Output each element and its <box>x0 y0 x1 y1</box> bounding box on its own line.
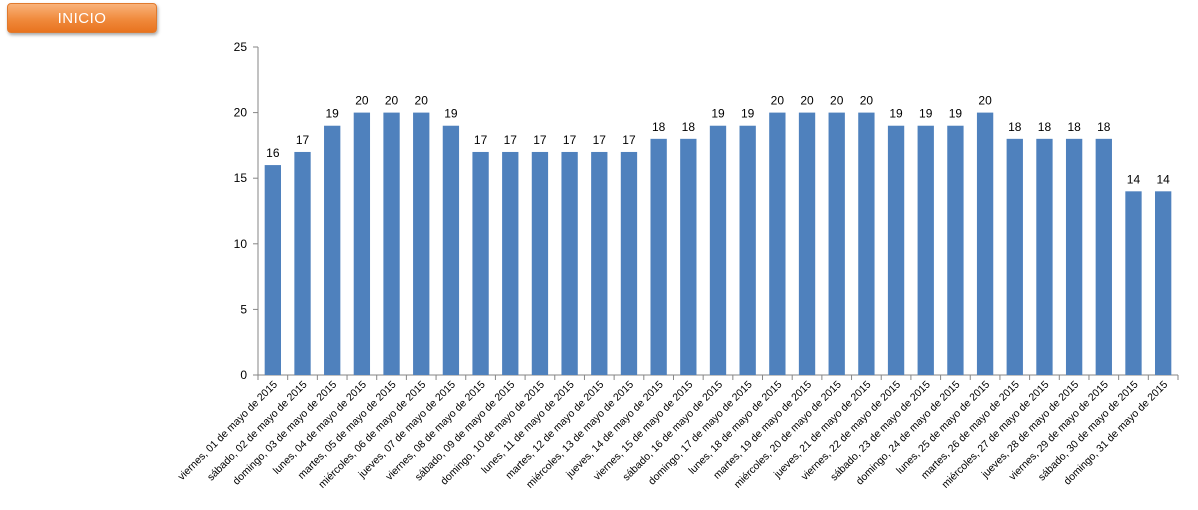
data-label: 19 <box>741 107 755 121</box>
data-label: 14 <box>1156 172 1170 186</box>
bar <box>324 125 341 375</box>
data-label: 19 <box>919 107 933 121</box>
data-label: 14 <box>1127 172 1141 186</box>
data-label: 20 <box>415 94 429 108</box>
y-tick-label: 15 <box>234 171 248 185</box>
y-tick-label: 5 <box>240 302 247 316</box>
bar <box>1036 138 1053 375</box>
bar <box>294 151 311 375</box>
data-label: 20 <box>771 94 785 108</box>
bar <box>591 151 608 375</box>
data-label: 17 <box>504 133 518 147</box>
bar <box>828 112 845 375</box>
bar <box>353 112 371 375</box>
data-label: 20 <box>385 94 399 108</box>
data-label: 17 <box>593 133 607 147</box>
data-label: 18 <box>1067 120 1081 134</box>
data-label: 19 <box>444 107 458 121</box>
data-label: 17 <box>563 133 577 147</box>
bar <box>917 125 934 375</box>
data-label: 20 <box>860 94 874 108</box>
bar <box>413 112 430 375</box>
bar <box>472 151 489 375</box>
bar <box>680 138 697 375</box>
bar <box>947 125 964 375</box>
data-label: 18 <box>1008 120 1022 134</box>
bar <box>1095 138 1112 375</box>
inicio-button[interactable]: INICIO <box>7 3 157 33</box>
bar <box>858 112 875 375</box>
bar <box>709 125 727 375</box>
data-label: 17 <box>622 133 636 147</box>
data-label: 17 <box>533 133 547 147</box>
bar <box>561 151 578 375</box>
data-label: 20 <box>978 94 992 108</box>
bar <box>264 165 281 375</box>
bar <box>739 125 756 375</box>
data-label: 16 <box>266 146 280 160</box>
bar <box>1065 138 1083 375</box>
data-label: 19 <box>949 107 963 121</box>
y-tick-label: 0 <box>240 368 247 382</box>
data-label: 17 <box>474 133 488 147</box>
data-label: 20 <box>800 94 814 108</box>
bar <box>798 112 816 375</box>
bar <box>650 138 667 375</box>
data-label: 19 <box>889 107 903 121</box>
bar <box>1006 138 1023 375</box>
bar <box>383 112 400 375</box>
data-label: 20 <box>830 94 844 108</box>
data-label: 18 <box>682 120 696 134</box>
y-tick-label: 25 <box>234 40 248 54</box>
y-tick-label: 20 <box>234 106 248 120</box>
data-label: 17 <box>296 133 310 147</box>
data-label: 19 <box>711 107 725 121</box>
bar <box>531 151 549 375</box>
y-tick-label: 10 <box>234 237 248 251</box>
data-label: 18 <box>1097 120 1111 134</box>
bar <box>1155 191 1172 375</box>
bar <box>442 125 460 375</box>
bar <box>976 112 994 375</box>
data-label: 19 <box>326 107 340 121</box>
data-label: 18 <box>1038 120 1052 134</box>
bar <box>502 151 519 375</box>
bar <box>620 151 638 375</box>
bar <box>769 112 786 375</box>
bar <box>1125 191 1142 375</box>
data-label: 18 <box>652 120 666 134</box>
bar <box>887 125 905 375</box>
data-label: 20 <box>355 94 369 108</box>
